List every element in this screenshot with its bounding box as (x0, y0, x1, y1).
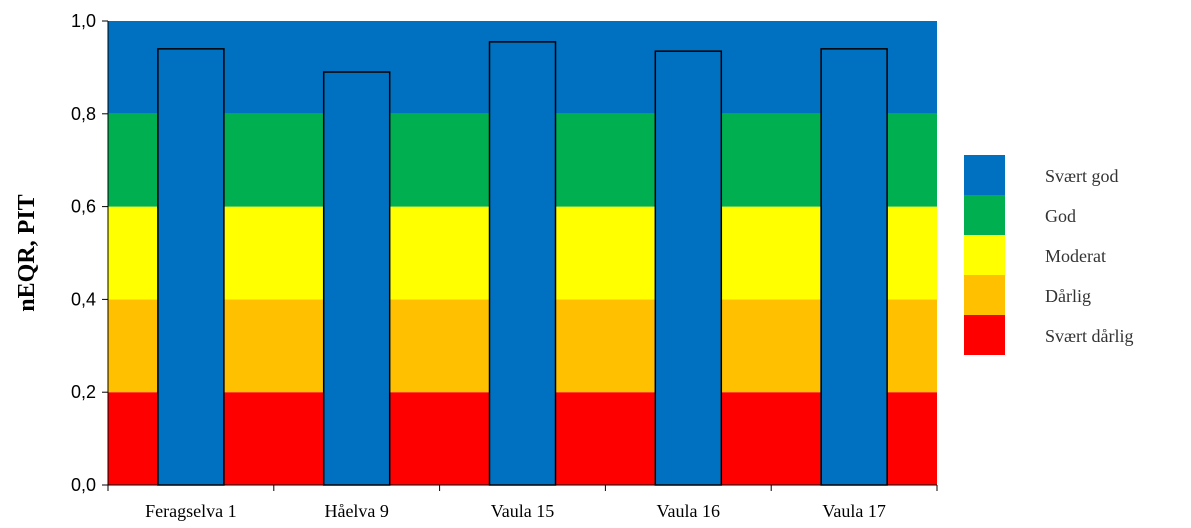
y-axis-label: nEQR, PIT (14, 194, 40, 311)
x-tick-label-1: Håelva 9 (324, 501, 388, 521)
legend-swatch-1 (964, 195, 1005, 235)
bar-1 (322, 71, 391, 486)
legend-swatch-4 (964, 315, 1005, 355)
x-tick-label-0: Feragselva 1 (145, 501, 236, 521)
bar-3 (654, 50, 723, 486)
legend-label-1: God (1045, 206, 1076, 226)
y-tick-label-1: 0,2 (71, 382, 96, 402)
bars (157, 41, 888, 486)
legend-label-3: Dårlig (1045, 286, 1091, 306)
legend-label-2: Moderat (1045, 246, 1106, 266)
axes (102, 20, 938, 491)
y-tick-label-5: 1,0 (71, 11, 96, 31)
legend-label-4: Svært dårlig (1045, 326, 1134, 346)
bar-2 (488, 41, 557, 486)
legend-swatch-3 (964, 275, 1005, 315)
legend-label-0: Svært god (1045, 166, 1119, 186)
legend-swatch-0 (964, 155, 1005, 195)
x-tick-label-4: Vaula 17 (822, 501, 885, 521)
y-tick-label-4: 0,8 (71, 104, 96, 124)
y-tick-label-3: 0,6 (71, 197, 96, 217)
bar-4 (820, 48, 888, 486)
y-tick-label-2: 0,4 (71, 289, 96, 309)
x-tick-label-3: Vaula 16 (657, 501, 720, 521)
y-tick-label-0: 0,0 (71, 475, 96, 495)
x-tick-labels: Feragselva 1 Håelva 9 Vaula 15 Vaula 16 Vaul… (145, 501, 886, 521)
y-tick-labels: 0,0 0,2 0,4 0,6 0,8 1,0 (71, 11, 96, 495)
x-tick-label-2: Vaula 15 (491, 501, 554, 521)
legend: Svært god God Moderat Dårlig Svært dårlig (964, 155, 1134, 355)
bar-0 (157, 48, 225, 486)
legend-swatch-2 (964, 235, 1005, 275)
